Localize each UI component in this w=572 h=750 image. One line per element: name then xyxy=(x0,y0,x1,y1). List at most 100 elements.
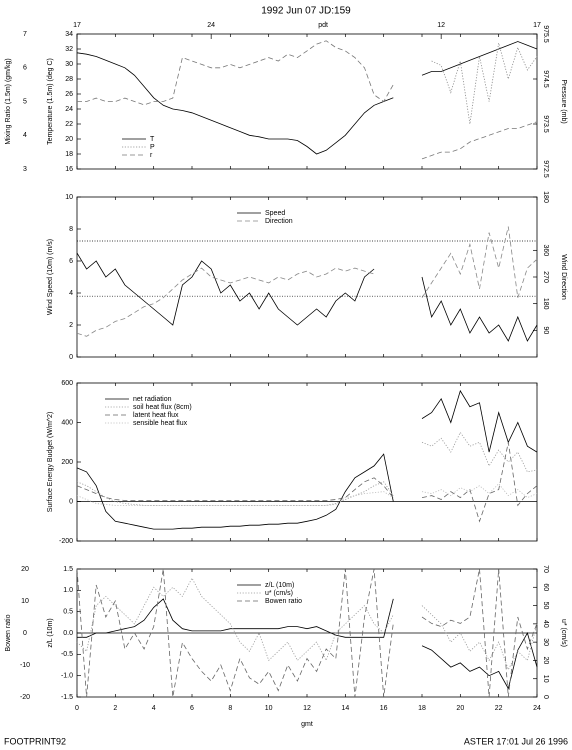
x-tick-label: 20 xyxy=(456,705,464,712)
y-tick-label: 400 xyxy=(61,419,73,426)
legend-label: z/L (10m) xyxy=(265,582,294,589)
plot-frame xyxy=(76,196,538,358)
y-tick-label: -200 xyxy=(59,538,73,545)
x-tick-label: 24 xyxy=(533,705,541,712)
footer-left: FOOTPRINT92 xyxy=(4,736,66,746)
y-tick-label: 8 xyxy=(69,226,73,233)
y-axis-label: Surface Energy Budget (W/m^2) xyxy=(47,412,54,513)
y3-tick-label: -20 xyxy=(20,694,30,701)
legend-label: latent heat flux xyxy=(133,412,179,419)
legend-label: Direction xyxy=(265,218,293,225)
y-tick-label: 1.0 xyxy=(63,587,73,594)
y3-axis-label: Mixing Ratio (1.5m) (gm/kg) xyxy=(5,58,12,144)
y2-tick-label: 60 xyxy=(542,583,549,591)
y-tick-label: 32 xyxy=(65,46,73,53)
y3-tick-label: 10 xyxy=(21,598,29,605)
y3-tick-label: 20 xyxy=(21,566,29,573)
legend-label: u* (cm/s) xyxy=(265,590,293,597)
y3-tick-label: 4 xyxy=(23,132,27,139)
x-tick-label: 12 xyxy=(303,705,311,712)
legend-label: Speed xyxy=(265,210,285,217)
y2-axis-label: Wind Direction xyxy=(560,254,567,300)
x-tick-label: 0 xyxy=(75,705,79,712)
top-tick-label: 17 xyxy=(533,22,541,29)
y-tick-label: 22 xyxy=(65,121,73,128)
data-line xyxy=(76,577,538,671)
data-line xyxy=(76,568,538,698)
data-line xyxy=(77,40,538,160)
y-tick-label: 2 xyxy=(69,322,73,329)
y-tick-label: 26 xyxy=(65,91,73,98)
legend-label: net radiation xyxy=(133,396,172,403)
y2-tick-label: 180 xyxy=(542,191,549,203)
legend-label: sensible heat flux xyxy=(133,420,188,427)
y3-tick-label: 0 xyxy=(23,630,27,637)
y2-tick-label: 974.5 xyxy=(542,70,549,88)
y-tick-label: -0.5 xyxy=(61,651,73,658)
chart-title: 1992 Jun 07 JD:159 xyxy=(261,6,351,17)
y-tick-label: 34 xyxy=(65,31,73,38)
y-tick-label: 30 xyxy=(65,61,73,68)
y-tick-label: -1.0 xyxy=(61,673,73,680)
y2-tick-label: 270 xyxy=(542,271,549,283)
y2-tick-label: 0 xyxy=(542,695,549,699)
y2-tick-label: 180 xyxy=(542,298,549,310)
y2-tick-label: 30 xyxy=(542,638,549,646)
y3-tick-label: -10 xyxy=(20,662,30,669)
top-tick-label: 17 xyxy=(73,22,81,29)
legend-label: soil heat flux (8cm) xyxy=(133,404,192,411)
top-tick-label: 24 xyxy=(207,22,215,29)
legend-label: T xyxy=(150,136,155,143)
y2-tick-label: 972.5 xyxy=(542,160,549,178)
y3-tick-label: 3 xyxy=(23,166,27,173)
y3-tick-label: 6 xyxy=(23,65,27,72)
x-tick-label: 4 xyxy=(152,705,156,712)
y2-axis-label: u* (cm/s) xyxy=(560,619,567,647)
y-tick-label: 6 xyxy=(69,258,73,265)
y-tick-label: 0 xyxy=(69,354,73,361)
y-tick-label: 20 xyxy=(65,136,73,143)
plot-frame xyxy=(76,33,538,170)
y-tick-label: 600 xyxy=(61,380,73,387)
y-axis-label: z/L (10m) xyxy=(47,618,54,647)
y-tick-label: 28 xyxy=(65,76,73,83)
y-tick-label: -1.5 xyxy=(61,694,73,701)
y-tick-label: 0.5 xyxy=(63,609,73,616)
data-line xyxy=(76,431,538,506)
y-tick-label: 24 xyxy=(65,106,73,113)
y2-tick-label: 90 xyxy=(542,326,549,334)
y2-tick-label: 10 xyxy=(542,675,549,683)
footer-right: ASTER 17:01 Jul 26 1996 xyxy=(464,736,568,746)
y-tick-label: 200 xyxy=(61,459,73,466)
x-tick-label: 16 xyxy=(380,705,388,712)
y-tick-label: 18 xyxy=(65,151,73,158)
y-tick-label: 4 xyxy=(69,290,73,297)
x-tick-label: 8 xyxy=(228,705,232,712)
x-axis-label: gmt xyxy=(301,721,313,728)
y-axis-label: Wind Speed (10m) (m/s) xyxy=(47,239,54,315)
y-tick-label: 0.0 xyxy=(63,630,73,637)
y-tick-label: 0 xyxy=(69,498,73,505)
top-axis-label: pdt xyxy=(318,22,328,29)
y2-tick-label: 70 xyxy=(542,565,549,573)
data-line xyxy=(76,41,538,155)
y2-tick-label: 50 xyxy=(542,602,549,610)
y-tick-label: 1.5 xyxy=(63,566,73,573)
y2-tick-label: 975.5 xyxy=(542,25,549,43)
y3-tick-label: 5 xyxy=(23,98,27,105)
legend-label: Bowen ratio xyxy=(265,598,302,605)
x-tick-label: 6 xyxy=(190,705,194,712)
legend-label: P xyxy=(150,144,155,151)
top-tick-label: 12 xyxy=(437,22,445,29)
y2-axis-label: Pressure (mb) xyxy=(560,79,567,123)
data-line xyxy=(76,252,538,342)
x-tick-label: 2 xyxy=(113,705,117,712)
y3-tick-label: 7 xyxy=(23,31,27,38)
data-line xyxy=(76,226,538,337)
y-tick-label: 10 xyxy=(65,194,73,201)
legend-label: r xyxy=(150,152,153,159)
y-tick-label: 16 xyxy=(65,166,73,173)
y2-tick-label: 40 xyxy=(542,620,549,628)
y2-tick-label: 973.5 xyxy=(542,115,549,133)
